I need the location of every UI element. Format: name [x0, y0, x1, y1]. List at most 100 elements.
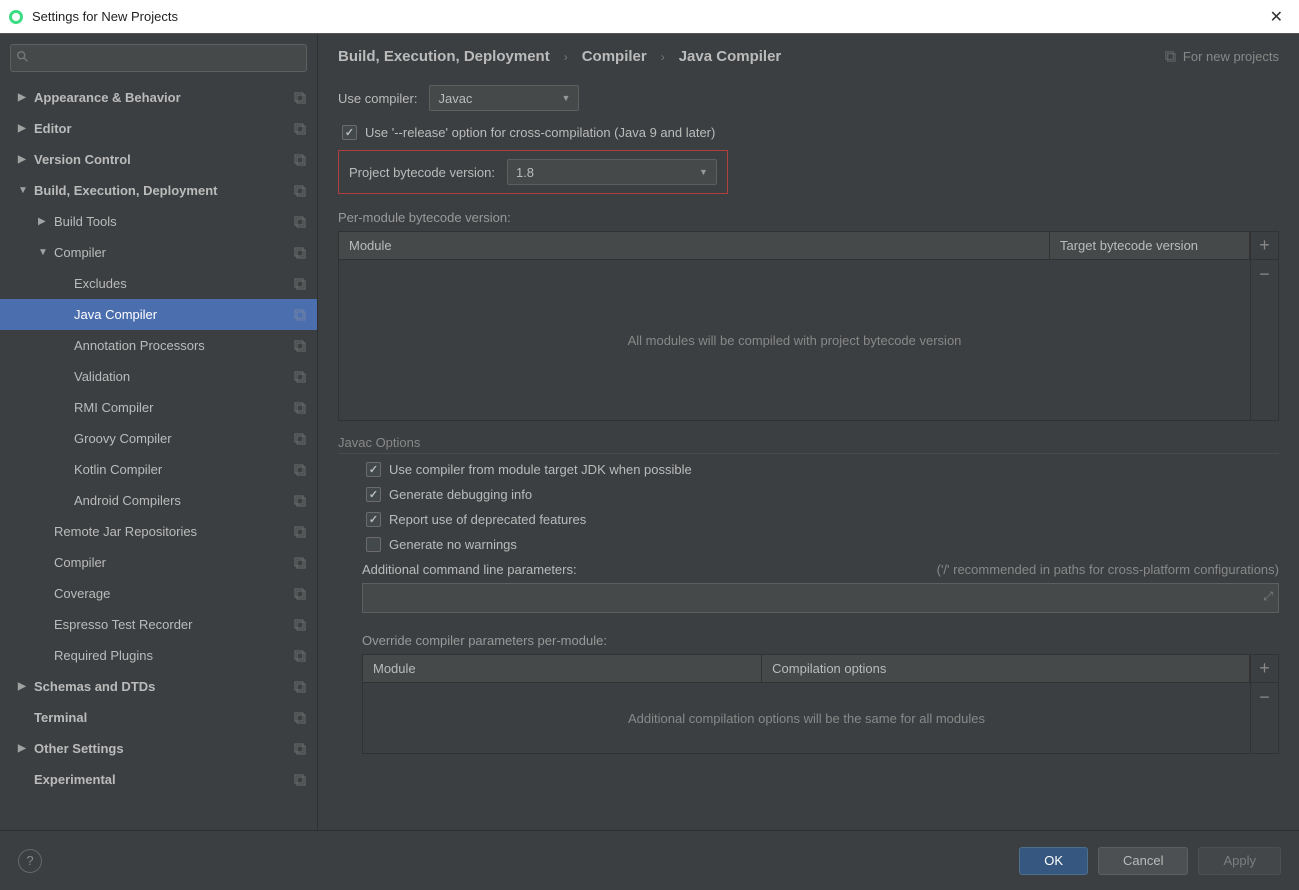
- project-scope-icon: [293, 184, 307, 198]
- sidebar-item[interactable]: Kotlin Compiler: [0, 454, 317, 485]
- bytecode-version-row: Project bytecode version: 1.8 ▼: [338, 150, 728, 194]
- apply-button[interactable]: Apply: [1198, 847, 1281, 875]
- sidebar-item[interactable]: Compiler: [0, 547, 317, 578]
- sidebar-item-label: Excludes: [74, 276, 287, 291]
- search-icon: [16, 50, 30, 64]
- chevron-down-icon: ▼: [562, 93, 571, 103]
- sidebar-item[interactable]: ▶Editor: [0, 113, 317, 144]
- project-scope-icon: [293, 246, 307, 260]
- sidebar-item[interactable]: Remote Jar Repositories: [0, 516, 317, 547]
- params-input[interactable]: [362, 583, 1279, 613]
- remove-row-button[interactable]: −: [1251, 683, 1278, 711]
- breadcrumb-item[interactable]: Java Compiler: [679, 48, 782, 65]
- sidebar-item[interactable]: Coverage: [0, 578, 317, 609]
- content-panel: Build, Execution, Deployment › Compiler …: [318, 34, 1299, 830]
- sidebar-item[interactable]: ▶Version Control: [0, 144, 317, 175]
- sidebar-item-label: Kotlin Compiler: [74, 462, 287, 477]
- chevron-down-icon: ▼: [699, 167, 708, 177]
- sidebar-item-label: Android Compilers: [74, 493, 287, 508]
- expand-icon[interactable]: ⤢: [1263, 589, 1273, 604]
- breadcrumb-item[interactable]: Build, Execution, Deployment: [338, 48, 550, 65]
- sidebar-item[interactable]: ▶Schemas and DTDs: [0, 671, 317, 702]
- help-button[interactable]: ?: [18, 849, 42, 873]
- project-scope-icon: [293, 587, 307, 601]
- dialog-footer: ? OK Cancel Apply: [0, 830, 1299, 890]
- sidebar-item-label: Remote Jar Repositories: [54, 524, 287, 539]
- breadcrumb: Build, Execution, Deployment › Compiler …: [338, 48, 1279, 65]
- chevron-right-icon: ›: [661, 50, 665, 64]
- project-scope-icon: [293, 742, 307, 756]
- bytecode-version-combo[interactable]: 1.8 ▼: [507, 159, 717, 185]
- sidebar-item-label: Schemas and DTDs: [34, 679, 287, 694]
- sidebar-item[interactable]: Annotation Processors: [0, 330, 317, 361]
- sidebar-item[interactable]: ▶Other Settings: [0, 733, 317, 764]
- sidebar-item-label: Experimental: [34, 772, 287, 787]
- bytecode-label: Project bytecode version:: [349, 165, 495, 180]
- table-column-target[interactable]: Target bytecode version: [1050, 232, 1250, 259]
- sidebar-item[interactable]: Java Compiler: [0, 299, 317, 330]
- table-column-module[interactable]: Module: [363, 655, 762, 682]
- add-row-button[interactable]: +: [1251, 655, 1278, 683]
- sidebar-item[interactable]: ▼Compiler: [0, 237, 317, 268]
- sidebar-item-label: Espresso Test Recorder: [54, 617, 287, 632]
- project-scope-icon: [293, 680, 307, 694]
- override-params-table: Module Compilation options Additional co…: [362, 654, 1251, 754]
- table-column-options[interactable]: Compilation options: [762, 655, 1250, 682]
- no-warnings-checkbox[interactable]: [366, 537, 381, 552]
- table-empty-message: All modules will be compiled with projec…: [339, 260, 1250, 420]
- params-hint: ('/' recommended in paths for cross-plat…: [937, 562, 1279, 577]
- params-label: Additional command line parameters:: [362, 562, 577, 577]
- sidebar-item[interactable]: Groovy Compiler: [0, 423, 317, 454]
- ok-button[interactable]: OK: [1019, 847, 1088, 875]
- tree-arrow-icon: ▼: [18, 185, 28, 196]
- sidebar-item[interactable]: Required Plugins: [0, 640, 317, 671]
- sidebar-item[interactable]: Android Compilers: [0, 485, 317, 516]
- scope-label: For new projects: [1164, 49, 1279, 64]
- project-scope-icon: [293, 711, 307, 725]
- copy-icon: [1164, 50, 1177, 63]
- sidebar-item[interactable]: Terminal: [0, 702, 317, 733]
- use-compiler-combo[interactable]: Javac ▼: [429, 85, 579, 111]
- remove-row-button[interactable]: −: [1251, 260, 1278, 288]
- project-scope-icon: [293, 401, 307, 415]
- sidebar-item-label: Appearance & Behavior: [34, 90, 287, 105]
- override-label: Override compiler parameters per-module:: [362, 633, 1279, 648]
- sidebar-item-label: Java Compiler: [74, 307, 287, 322]
- search-input[interactable]: [10, 44, 307, 72]
- cancel-button[interactable]: Cancel: [1098, 847, 1188, 875]
- project-scope-icon: [293, 525, 307, 539]
- sidebar-item[interactable]: Excludes: [0, 268, 317, 299]
- use-module-jdk-checkbox[interactable]: [366, 462, 381, 477]
- table-column-module[interactable]: Module: [339, 232, 1050, 259]
- sidebar-item[interactable]: RMI Compiler: [0, 392, 317, 423]
- titlebar: Settings for New Projects ✕: [0, 0, 1299, 34]
- tree-arrow-icon: ▼: [38, 247, 48, 258]
- module-bytecode-table: Module Target bytecode version All modul…: [338, 231, 1251, 421]
- window-title: Settings for New Projects: [32, 9, 1262, 24]
- project-scope-icon: [293, 215, 307, 229]
- sidebar-item[interactable]: ▶Appearance & Behavior: [0, 82, 317, 113]
- sidebar-item[interactable]: Espresso Test Recorder: [0, 609, 317, 640]
- sidebar-item-label: RMI Compiler: [74, 400, 287, 415]
- sidebar-item[interactable]: ▼Build, Execution, Deployment: [0, 175, 317, 206]
- project-scope-icon: [293, 556, 307, 570]
- add-row-button[interactable]: +: [1251, 232, 1278, 260]
- sidebar-item[interactable]: Experimental: [0, 764, 317, 795]
- project-scope-icon: [293, 432, 307, 446]
- release-option-checkbox[interactable]: [342, 125, 357, 140]
- per-module-label: Per-module bytecode version:: [338, 210, 1279, 225]
- app-icon: [8, 9, 24, 25]
- sidebar-item[interactable]: ▶Build Tools: [0, 206, 317, 237]
- project-scope-icon: [293, 370, 307, 384]
- sidebar-item-label: Editor: [34, 121, 287, 136]
- sidebar-item-label: Terminal: [34, 710, 287, 725]
- sidebar-item[interactable]: Validation: [0, 361, 317, 392]
- breadcrumb-item[interactable]: Compiler: [582, 48, 647, 65]
- tree-arrow-icon: ▶: [38, 216, 48, 227]
- close-button[interactable]: ✕: [1262, 3, 1291, 31]
- debug-info-checkbox[interactable]: [366, 487, 381, 502]
- sidebar-item-label: Validation: [74, 369, 287, 384]
- project-scope-icon: [293, 649, 307, 663]
- tree-arrow-icon: ▶: [18, 154, 28, 165]
- deprecated-checkbox[interactable]: [366, 512, 381, 527]
